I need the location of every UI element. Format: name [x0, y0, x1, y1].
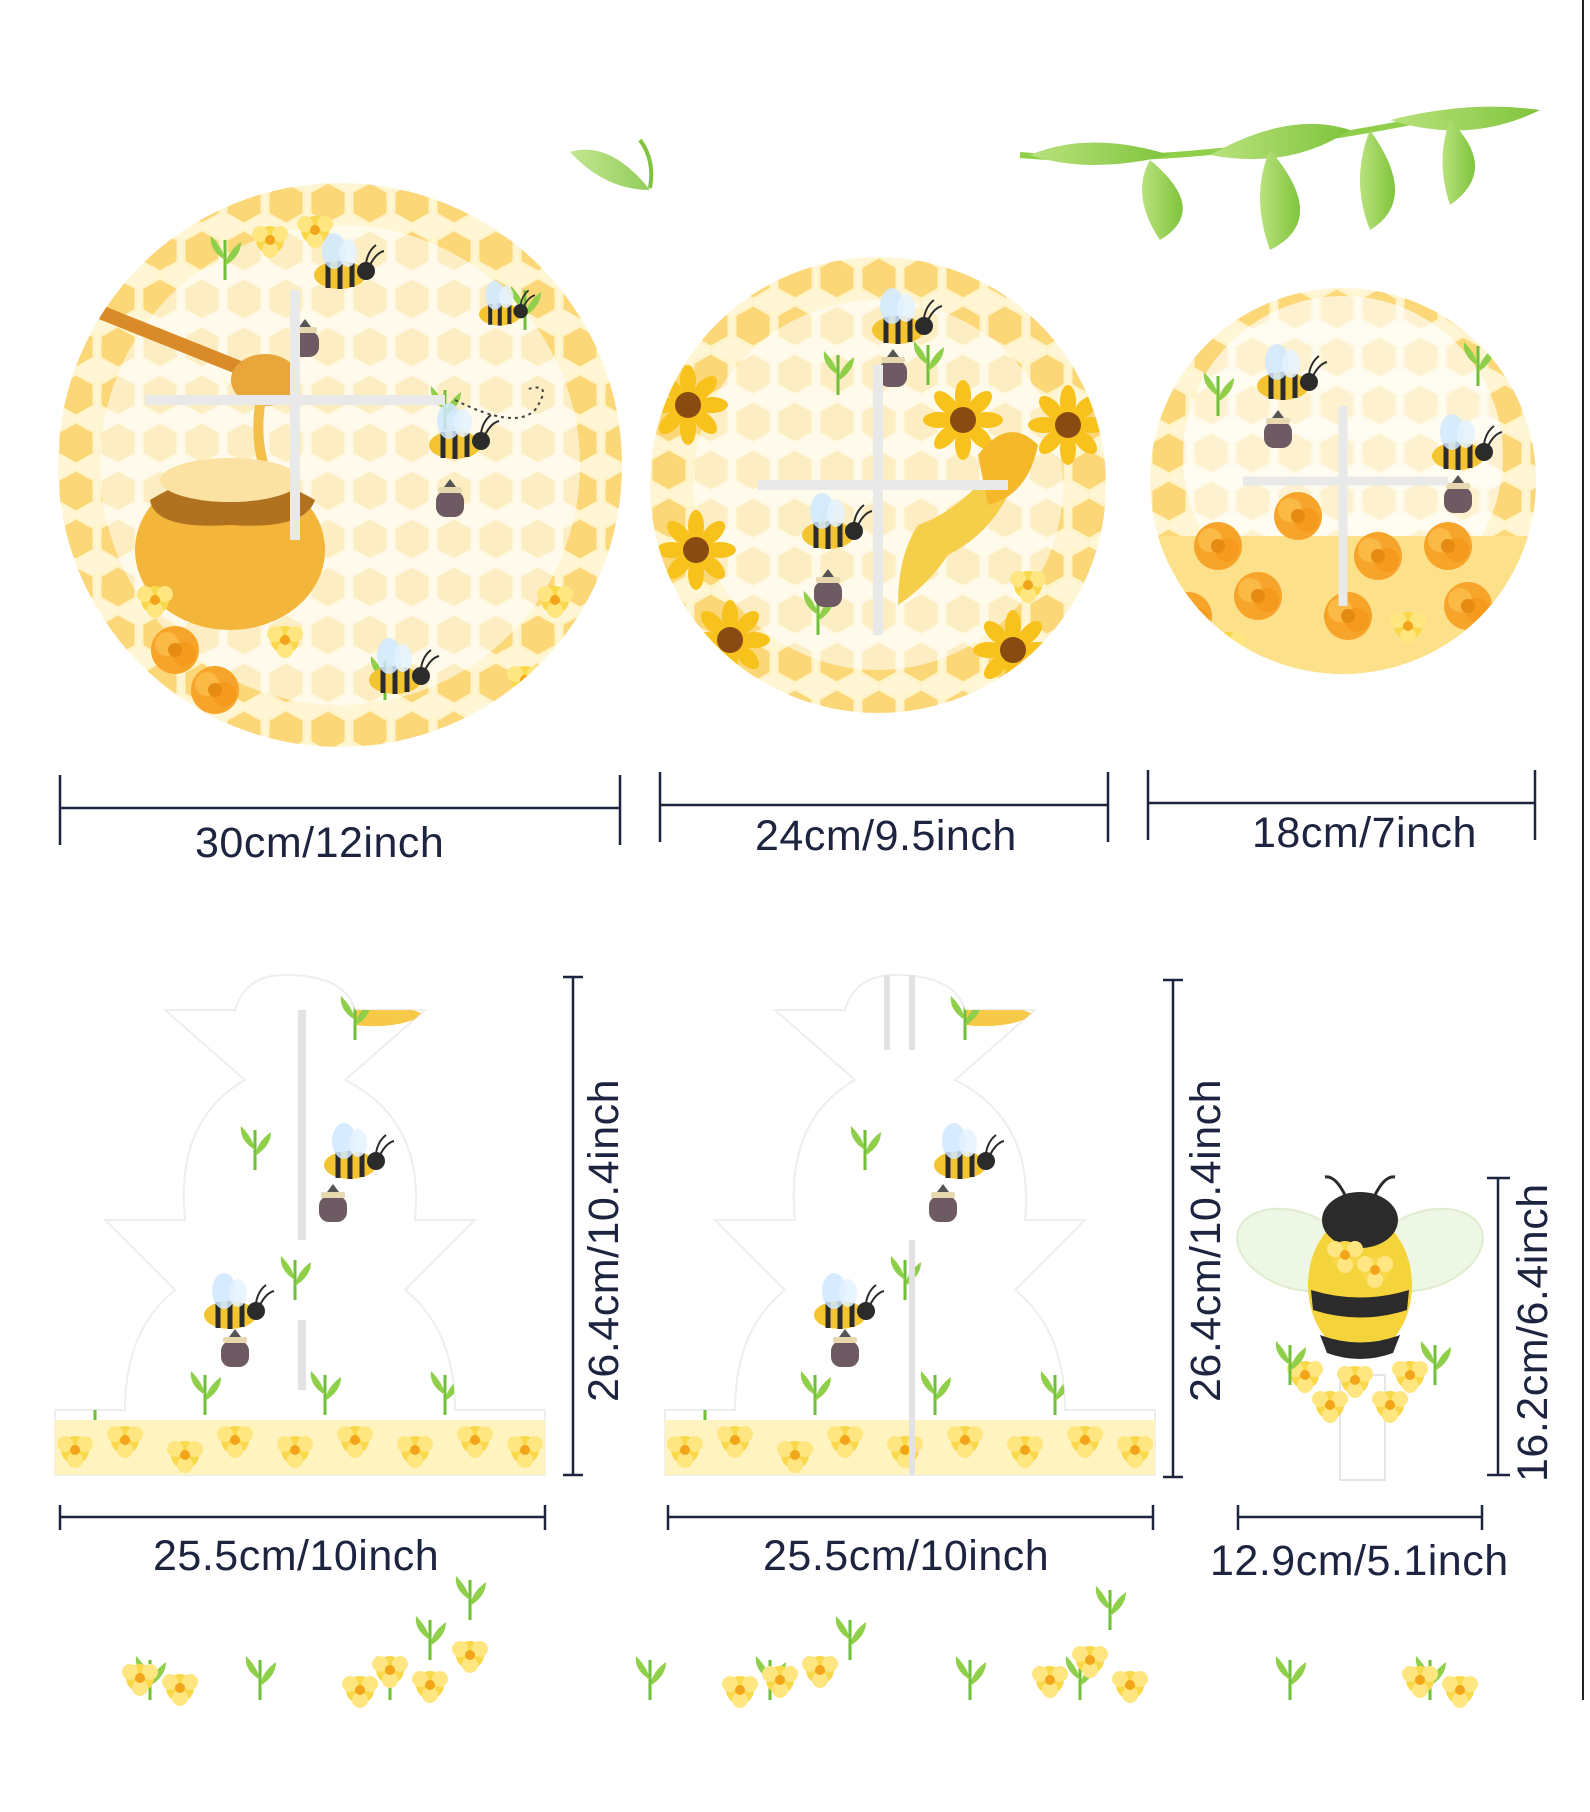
leaf-icon	[570, 138, 654, 190]
stand-a-height-label: 26.4cm/10.4inch	[580, 1078, 628, 1402]
plate-large	[58, 183, 622, 747]
flower-border-bottom	[122, 1574, 1478, 1708]
plate-small	[1150, 288, 1536, 674]
honey-pot-icon	[135, 458, 325, 630]
topper-height-label: 16.2cm/6.4inch	[1509, 1183, 1557, 1482]
leaf-branch-top	[570, 106, 1540, 250]
dimension-lines-bottom	[58, 975, 1510, 1530]
plate-large-size-label: 30cm/12inch	[195, 819, 445, 867]
stand-b-width-label: 25.5cm/10inch	[763, 1532, 1050, 1580]
stand-b	[664, 973, 1156, 1476]
plate-small-size-label: 18cm/7inch	[1252, 809, 1477, 857]
bee-icon	[1236, 1175, 1484, 1481]
stand-a-width-label: 25.5cm/10inch	[153, 1532, 440, 1580]
stand-a	[54, 973, 546, 1476]
bee-topper	[1236, 1175, 1484, 1481]
plate-medium	[650, 257, 1106, 713]
stand-b-height-label: 26.4cm/10.4inch	[1182, 1078, 1230, 1402]
dimension-lines-top	[58, 770, 1537, 845]
frame-edge	[1582, 0, 1584, 1700]
honey-dipper-icon	[88, 303, 299, 472]
topper-width-label: 12.9cm/5.1inch	[1210, 1537, 1509, 1585]
plate-medium-size-label: 24cm/9.5inch	[755, 812, 1017, 860]
